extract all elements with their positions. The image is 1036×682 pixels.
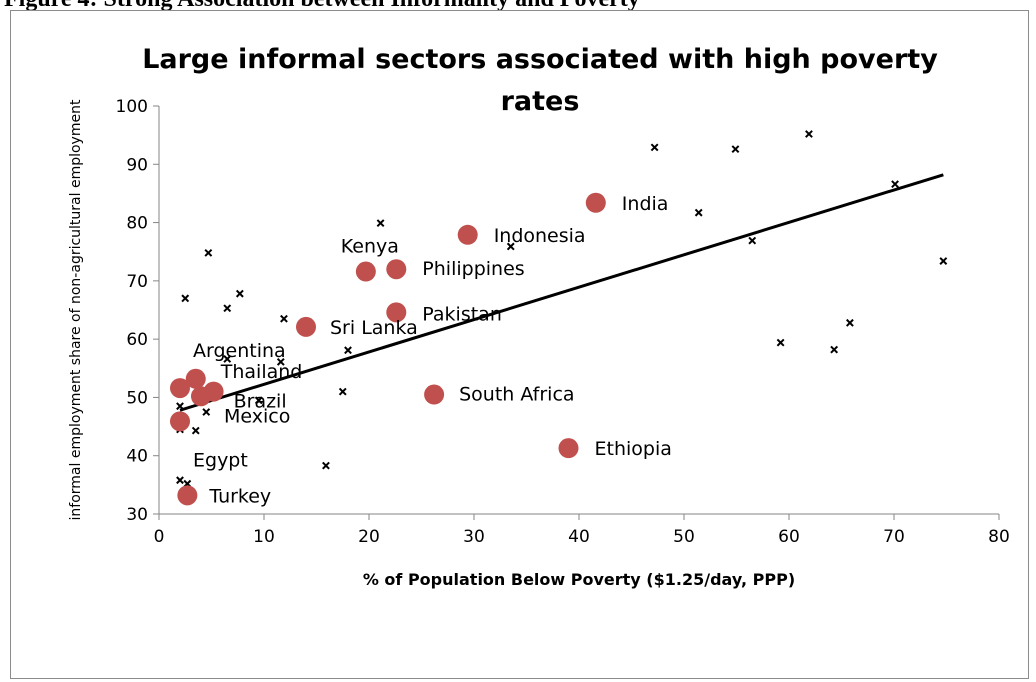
country-point-marker xyxy=(202,408,211,416)
country-label-mexico: Mexico xyxy=(224,405,290,427)
country-point-marker xyxy=(376,219,385,228)
highlight-point-ethiopia xyxy=(558,438,579,459)
highlight-point-mexico xyxy=(191,386,211,407)
country-labels: India Indonesia Kenya Philippines PakistanSr… xyxy=(193,193,672,508)
country-point-marker xyxy=(694,208,703,217)
country-point-marker xyxy=(776,338,785,347)
highlighted-country-points xyxy=(170,192,606,506)
country-point-marker xyxy=(176,476,184,485)
highlight-point-argentina xyxy=(170,378,190,399)
y-tick-label: 80 xyxy=(126,214,148,234)
country-label-pakistan: Pakistan xyxy=(422,303,502,325)
x-tick-label: 40 xyxy=(568,527,590,547)
country-point-marker xyxy=(280,314,288,323)
country-point-marker xyxy=(939,257,948,265)
country-point-marker xyxy=(344,346,352,355)
y-tick-label: 50 xyxy=(126,388,148,408)
x-tick-label: 0 xyxy=(154,527,165,547)
highlight-point-indonesia xyxy=(457,224,478,245)
chart-frame: Large informal sectors associated with h… xyxy=(10,10,1029,679)
country-point-marker xyxy=(181,294,190,303)
y-tick-label: 40 xyxy=(126,447,148,467)
country-label-india: India xyxy=(622,193,669,215)
chart-title-line-2: rates xyxy=(501,86,580,117)
country-label-indonesia: Indonesia xyxy=(494,225,586,247)
highlight-point-pakistan xyxy=(386,302,407,323)
y-tick-label: 100 xyxy=(116,97,148,117)
highlight-point-sri-lanka xyxy=(296,316,316,337)
country-label-turkey: Turkey xyxy=(208,485,271,507)
x-tick-label: 50 xyxy=(673,527,695,547)
x-axis-label: % of Population Below Poverty ($1.25/day… xyxy=(363,570,795,589)
country-point-marker xyxy=(191,426,200,435)
highlight-point-india xyxy=(585,192,606,213)
country-label-sri-lanka: Sri Lanka xyxy=(330,317,418,339)
country-point-marker xyxy=(805,130,813,138)
y-axis-ticks: 30 40 50 60 70 80 90 100 xyxy=(116,97,159,525)
x-tick-label: 10 xyxy=(253,527,275,547)
country-point-marker xyxy=(235,289,244,298)
x-tick-label: 20 xyxy=(358,527,380,547)
country-point-marker xyxy=(650,143,659,152)
highlight-point-egypt xyxy=(170,411,190,432)
country-label-kenya: Kenya xyxy=(341,236,399,258)
country-point-marker xyxy=(338,387,347,396)
country-label-philippines: Philippines xyxy=(422,258,524,280)
y-tick-label: 70 xyxy=(126,272,148,292)
highlight-point-south-africa xyxy=(424,384,445,405)
country-label-ethiopia: Ethiopia xyxy=(595,438,672,460)
x-axis-ticks: 0 10 20 30 40 50 60 70 80 xyxy=(154,514,1010,547)
y-axis-label: informal employment share of non-agricul… xyxy=(68,99,84,520)
country-point-marker xyxy=(891,180,899,189)
country-point-marker xyxy=(254,396,263,405)
scatter-chart: Large informal sectors associated with h… xyxy=(68,44,1010,589)
country-point-marker xyxy=(322,461,330,470)
trend-line xyxy=(179,173,944,412)
country-point-marker xyxy=(276,357,285,366)
country-label-thailand: Thailand xyxy=(220,361,303,383)
figure-caption: Figure 4: Strong Association between Inf… xyxy=(4,0,640,13)
x-tick-label: 30 xyxy=(463,527,485,547)
country-point-marker xyxy=(731,145,740,154)
highlight-point-philippines xyxy=(386,259,407,280)
y-tick-label: 60 xyxy=(126,330,148,350)
country-label-argentina: Argentina xyxy=(193,340,286,362)
country-point-marker xyxy=(223,304,232,313)
country-label-brazil: Brazil xyxy=(234,391,287,413)
y-tick-label: 90 xyxy=(126,155,148,175)
other-country-points xyxy=(176,130,948,488)
country-label-egypt: Egypt xyxy=(193,449,248,471)
country-point-marker xyxy=(223,355,232,363)
y-tick-label: 30 xyxy=(126,505,148,525)
x-tick-label: 80 xyxy=(988,527,1010,547)
highlight-point-thailand xyxy=(185,368,206,389)
country-point-marker xyxy=(845,318,854,327)
country-point-marker xyxy=(204,248,213,257)
country-point-marker xyxy=(506,242,515,251)
country-label-south-africa: South Africa xyxy=(459,384,574,406)
x-tick-label: 60 xyxy=(778,527,800,547)
highlight-point-turkey xyxy=(177,485,198,506)
chart-title-line-1: Large informal sectors associated with h… xyxy=(142,44,938,75)
country-point-marker xyxy=(830,345,839,354)
highlight-point-kenya xyxy=(355,261,376,282)
country-point-marker xyxy=(748,236,757,245)
x-tick-label: 70 xyxy=(883,527,905,547)
